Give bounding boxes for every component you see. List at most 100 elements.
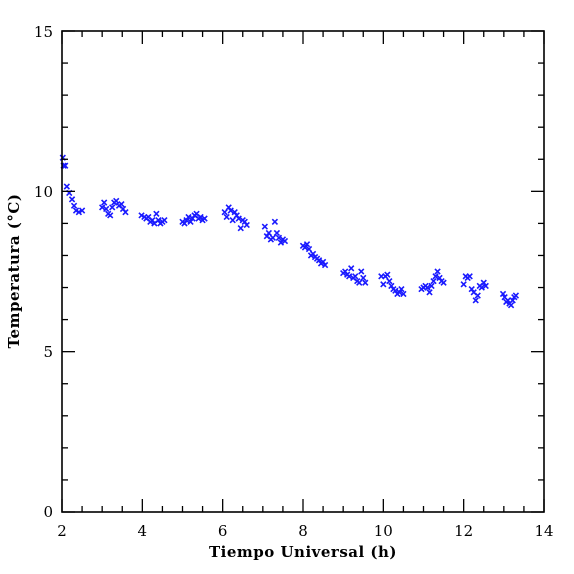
data-point xyxy=(181,220,188,227)
x-tick-label: 4 xyxy=(138,522,148,540)
data-point xyxy=(187,218,194,225)
x-tick-label: 14 xyxy=(534,522,553,540)
y-tick-label: 15 xyxy=(34,23,53,41)
data-point xyxy=(201,215,208,222)
data-point xyxy=(305,245,313,253)
data-point xyxy=(227,207,234,214)
data-point xyxy=(362,279,369,286)
data-point xyxy=(482,282,489,290)
x-tick-label: 10 xyxy=(374,522,393,540)
data-point xyxy=(388,282,395,290)
data-points xyxy=(59,154,520,309)
x-tick-label: 8 xyxy=(298,522,308,540)
data-point xyxy=(153,210,160,217)
data-point xyxy=(432,273,439,280)
data-point xyxy=(197,213,204,221)
data-point xyxy=(321,261,329,269)
data-point xyxy=(243,221,250,229)
data-point xyxy=(185,213,192,221)
data-point xyxy=(386,277,393,285)
data-point xyxy=(319,258,327,266)
data-point xyxy=(63,183,70,190)
data-point xyxy=(271,218,279,225)
data-point xyxy=(233,212,240,219)
data-point xyxy=(428,282,435,290)
data-point xyxy=(237,225,244,232)
data-point xyxy=(426,289,433,296)
data-point xyxy=(261,223,269,230)
data-point xyxy=(101,199,108,206)
data-point xyxy=(472,297,479,304)
data-point xyxy=(356,279,363,286)
data-point xyxy=(348,265,355,272)
data-point xyxy=(400,290,407,298)
data-point xyxy=(303,241,311,248)
data-point xyxy=(512,292,520,299)
data-point xyxy=(392,287,399,294)
data-point xyxy=(107,212,114,219)
data-point xyxy=(223,213,230,221)
data-point xyxy=(118,200,125,208)
data-point xyxy=(113,197,120,205)
data-point xyxy=(78,207,86,214)
data-point xyxy=(103,205,110,213)
data-point xyxy=(398,285,405,293)
data-point xyxy=(436,274,443,282)
plot-frame xyxy=(61,30,545,513)
data-point xyxy=(430,277,437,285)
data-point xyxy=(225,204,232,211)
data-point xyxy=(229,217,236,224)
y-tick-label: 10 xyxy=(34,183,53,201)
data-point xyxy=(509,297,516,304)
data-point xyxy=(352,273,359,280)
data-point xyxy=(360,274,367,282)
data-point xyxy=(99,204,106,211)
data-point xyxy=(275,234,283,241)
data-point xyxy=(342,268,349,275)
data-point xyxy=(434,268,441,275)
data-point xyxy=(109,204,116,211)
data-point xyxy=(68,196,76,203)
data-point xyxy=(346,273,353,280)
data-point xyxy=(468,285,475,293)
x-tick-label: 6 xyxy=(218,522,228,540)
data-point xyxy=(474,292,481,299)
axis-ticks xyxy=(61,30,545,513)
data-point xyxy=(273,229,281,237)
data-point xyxy=(265,229,273,237)
data-point xyxy=(478,284,485,291)
data-point xyxy=(231,209,238,216)
data-point xyxy=(281,237,289,245)
data-point xyxy=(309,250,317,258)
y-tick-label: 5 xyxy=(43,343,53,361)
data-point xyxy=(122,209,129,216)
data-point xyxy=(235,215,242,222)
data-point xyxy=(70,202,78,209)
x-tick-label: 12 xyxy=(454,522,473,540)
data-point xyxy=(269,234,277,241)
data-point xyxy=(161,217,168,224)
y-tick-label: 0 xyxy=(43,503,53,521)
data-point xyxy=(149,217,156,224)
data-point xyxy=(396,289,403,296)
data-point xyxy=(358,268,365,275)
data-point xyxy=(221,209,228,216)
data-point xyxy=(155,217,162,224)
x-axis-title: Tiempo Universal (h) xyxy=(209,543,397,561)
data-point xyxy=(504,297,512,304)
data-point xyxy=(466,273,473,280)
y-axis-title: Temperatura (°C) xyxy=(5,194,23,349)
data-point xyxy=(75,209,83,216)
data-point xyxy=(499,290,507,298)
x-tick-label: 2 xyxy=(57,522,67,540)
data-point xyxy=(460,281,467,288)
data-point xyxy=(241,218,248,225)
data-point xyxy=(480,279,487,286)
data-point xyxy=(507,302,515,309)
data-point xyxy=(183,217,190,224)
data-point xyxy=(384,271,391,278)
data-point xyxy=(440,279,447,286)
data-point xyxy=(189,215,196,222)
data-point xyxy=(277,239,285,246)
